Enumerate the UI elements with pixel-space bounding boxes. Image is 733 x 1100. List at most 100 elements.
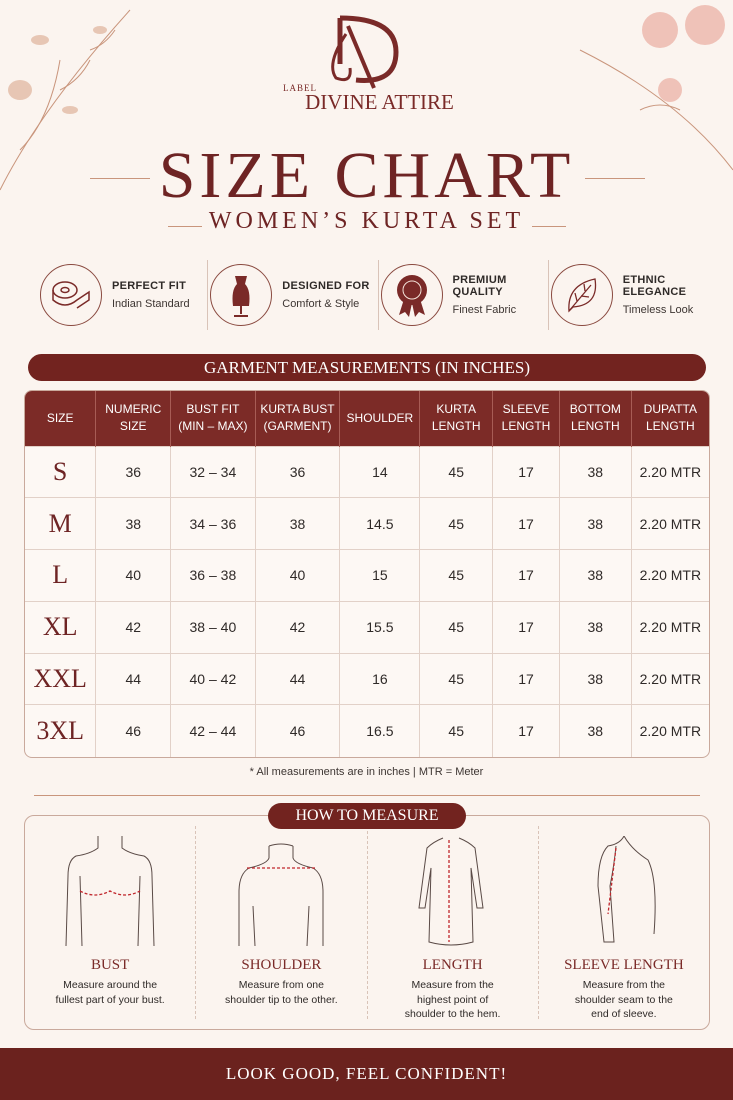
feature-row: PERFECT FIT Indian Standard DESIGNED FOR C…: [38, 260, 718, 330]
table-cell: 2.20 MTR: [631, 600, 709, 654]
column-header-line: SHOULDER: [346, 410, 414, 425]
table-cell: 38: [559, 600, 632, 654]
measure-title: LENGTH: [422, 957, 483, 973]
subtitle-ornament-left: [168, 226, 202, 227]
feature-ethnic-elegance: ETHNIC ELEGANCE Timeless Look: [549, 260, 718, 330]
footer-banner: LOOK GOOD, FEEL CONFIDENT!: [0, 1048, 733, 1100]
size-label: 3XL: [25, 704, 97, 757]
table-cell: 32 – 34: [170, 445, 256, 498]
table-cell: 36 – 38: [170, 549, 256, 602]
column-header-line: SLEEVE: [502, 402, 550, 417]
table-row: M 38 34 – 36 38 14.5 45 17 38 2.20 MTR: [25, 497, 709, 550]
measure-title: SHOULDER: [241, 957, 322, 973]
table-cell: 38: [559, 445, 632, 498]
table-cell: 17: [492, 600, 560, 654]
table-cell: 44: [255, 652, 341, 705]
table-cell: 17: [492, 497, 560, 550]
feature-title: PREMIUM QUALITY: [452, 274, 507, 298]
feature-subtitle: Finest Fabric: [452, 304, 517, 316]
column-header-line: DUPATTA: [643, 402, 698, 417]
section-divider: [34, 795, 700, 796]
floral-corner-right-decoration: [579, 5, 733, 171]
measure-text: Measure around the fullest part of your …: [55, 979, 165, 1006]
measure-title: BUST: [90, 957, 130, 973]
table-header-row: SIZE NUMERIC SIZE BUST FIT (MIN – MAX) KURTA …: [25, 391, 709, 446]
table-row: XXL 44 40 – 42 44 16 45 17 38 2.20 MTR: [25, 652, 709, 705]
table-cell: 15.5: [339, 600, 421, 654]
table-cell: 45: [419, 497, 494, 550]
measure-shoulder: SHOULDER Measure from one shoulder tip t…: [196, 826, 368, 1019]
table-cell: 15: [339, 549, 421, 602]
column-header-line: (GARMENT): [263, 419, 332, 434]
size-label: M: [25, 497, 97, 550]
column-header: KURTA BUST (GARMENT): [255, 391, 341, 446]
table-cell: 45: [419, 549, 494, 602]
table-cell: 46: [95, 704, 172, 757]
table-cell: 38: [559, 549, 632, 602]
table-cell: 36: [255, 445, 341, 498]
table-cell: 2.20 MTR: [631, 497, 709, 550]
floral-corner-left-decoration: [0, 9, 131, 191]
table-cell: 17: [492, 549, 560, 602]
column-header-line: SIZE: [119, 419, 147, 434]
table-row: S 36 32 – 34 36 14 45 17 38 2.20 MTR: [25, 445, 709, 498]
table-cell: 17: [492, 445, 560, 498]
column-header-line: SIZE: [46, 410, 74, 425]
table-cell: 14.5: [339, 497, 421, 550]
table-cell: 36: [95, 445, 172, 498]
table-row: XL 42 38 – 40 42 15.5 45 17 38 2.20 MTR: [25, 600, 709, 654]
column-header: SHOULDER: [339, 391, 421, 446]
column-header-line: NUMERIC: [105, 402, 162, 417]
title-ornament-right: [585, 178, 645, 179]
table-cell: 17: [492, 704, 560, 757]
table-cell: 14: [339, 445, 421, 498]
table-cell: 38: [255, 497, 341, 550]
size-label: S: [25, 445, 97, 498]
size-label: XL: [25, 600, 97, 654]
table-cell: 45: [419, 652, 494, 705]
dress-form-icon: [210, 264, 273, 326]
table-cell: 38: [559, 652, 632, 705]
feature-title: PERFECT FIT: [112, 280, 187, 292]
column-header: SIZE: [25, 391, 97, 446]
feature-subtitle: Timeless Look: [622, 304, 694, 316]
table-row: L 40 36 – 38 40 15 45 17 38 2.20 MTR: [25, 549, 709, 602]
feature-subtitle: Indian Standard: [112, 298, 190, 310]
measure-bust: BUST Measure around the fullest part of …: [25, 826, 197, 1019]
column-header-line: KURTA BUST: [260, 402, 335, 417]
column-header-line: LENGTH: [646, 419, 695, 434]
column-header-line: (MIN – MAX): [178, 419, 248, 434]
table-cell: 45: [419, 704, 494, 757]
feature-perfect-fit: PERFECT FIT Indian Standard: [38, 260, 209, 330]
measure-length: LENGTH Measure from the highest point of…: [368, 826, 539, 1020]
brand-logo: [331, 15, 399, 89]
table-cell: 42 – 44: [170, 704, 256, 757]
brand-label: LABEL: [283, 83, 317, 93]
table-cell: 38: [95, 497, 172, 550]
feature-premium-quality: PREMIUM QUALITY Finest Fabric: [379, 260, 549, 330]
table-cell: 46: [255, 704, 341, 757]
table-cell: 38 – 40: [170, 600, 256, 654]
table-cell: 38: [559, 497, 632, 550]
table-cell: 40: [255, 549, 341, 602]
size-label: L: [25, 549, 97, 602]
how-to-measure-panel: BUST Measure around the fullest part of …: [24, 815, 710, 1030]
table-cell: 2.20 MTR: [631, 652, 709, 705]
title-ornament-left: [90, 178, 150, 179]
measuring-tape-icon: [40, 264, 102, 326]
table-cell: 45: [419, 600, 494, 654]
table-cell: 42: [255, 600, 341, 654]
table-cell: 44: [95, 652, 172, 705]
page-title: SIZE CHART: [158, 139, 575, 212]
table-row: 3XL 46 42 – 44 46 16.5 45 17 38 2.20 MTR: [25, 704, 709, 757]
feature-title: DESIGNED FOR: [282, 280, 370, 292]
column-header: KURTA LENGTH: [419, 391, 494, 446]
measure-title: SLEEVE LENGTH: [564, 957, 684, 973]
table-banner: GARMENT MEASUREMENTS (IN INCHES): [28, 354, 706, 381]
feature-subtitle: Comfort & Style: [282, 298, 360, 310]
measure-text: Measure from the highest point of should…: [404, 979, 501, 1020]
kurta-length-illustration-icon: [418, 837, 484, 946]
feature-designed-for: DESIGNED FOR Comfort & Style: [208, 260, 379, 330]
column-header-line: LENGTH: [431, 419, 481, 434]
quality-badge-icon: [380, 264, 443, 326]
